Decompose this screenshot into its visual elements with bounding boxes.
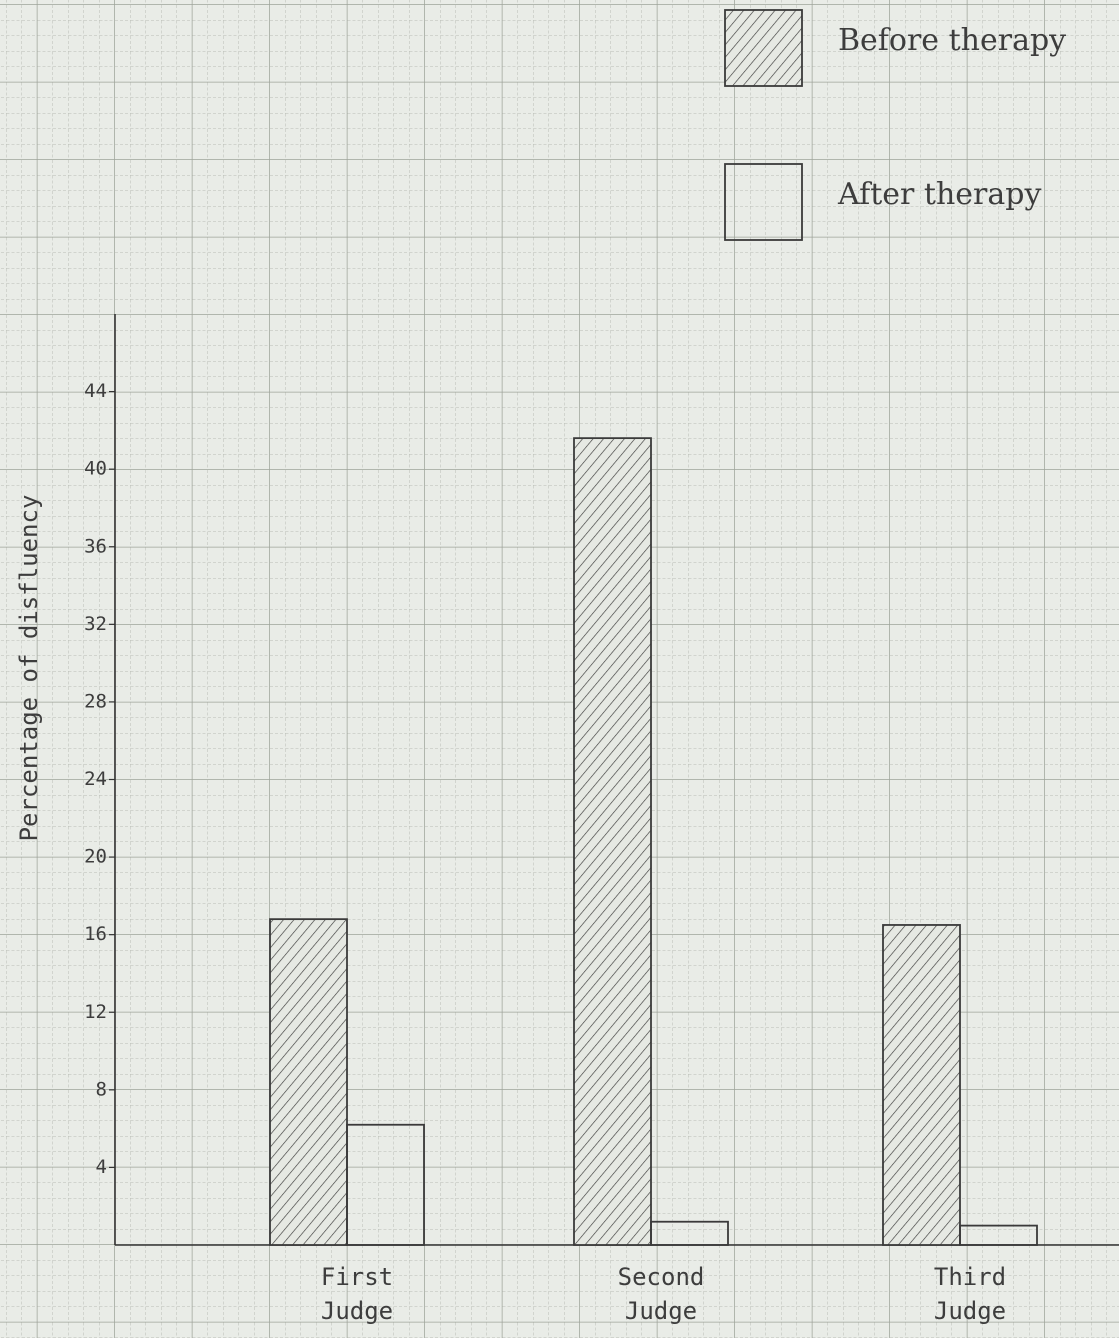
y-tick-label: 24 bbox=[84, 768, 107, 790]
y-tick-label: 44 bbox=[84, 380, 107, 402]
y-tick-label: 28 bbox=[84, 690, 107, 712]
legend-swatch bbox=[725, 10, 802, 86]
y-tick-label: 32 bbox=[84, 613, 107, 635]
y-tick-label: 40 bbox=[84, 458, 107, 480]
legend-label: After therapy bbox=[837, 177, 1041, 212]
bar bbox=[270, 919, 347, 1245]
y-tick-label: 12 bbox=[84, 1001, 107, 1023]
chart: Percentage of disfluency 4 8 12 16 20 24 28 32 3… bbox=[0, 0, 1119, 1338]
bar bbox=[883, 925, 960, 1245]
legend-label: Before therapy bbox=[838, 23, 1066, 58]
y-tick-label: 4 bbox=[96, 1156, 107, 1178]
y-tick-label: 16 bbox=[84, 923, 107, 945]
y-tick-label: 8 bbox=[96, 1078, 107, 1100]
bar bbox=[574, 438, 651, 1245]
y-tick-label: 36 bbox=[84, 535, 107, 557]
y-tick-label: 20 bbox=[84, 846, 107, 868]
y-axis-label: Percentage of disfluency bbox=[15, 495, 43, 842]
